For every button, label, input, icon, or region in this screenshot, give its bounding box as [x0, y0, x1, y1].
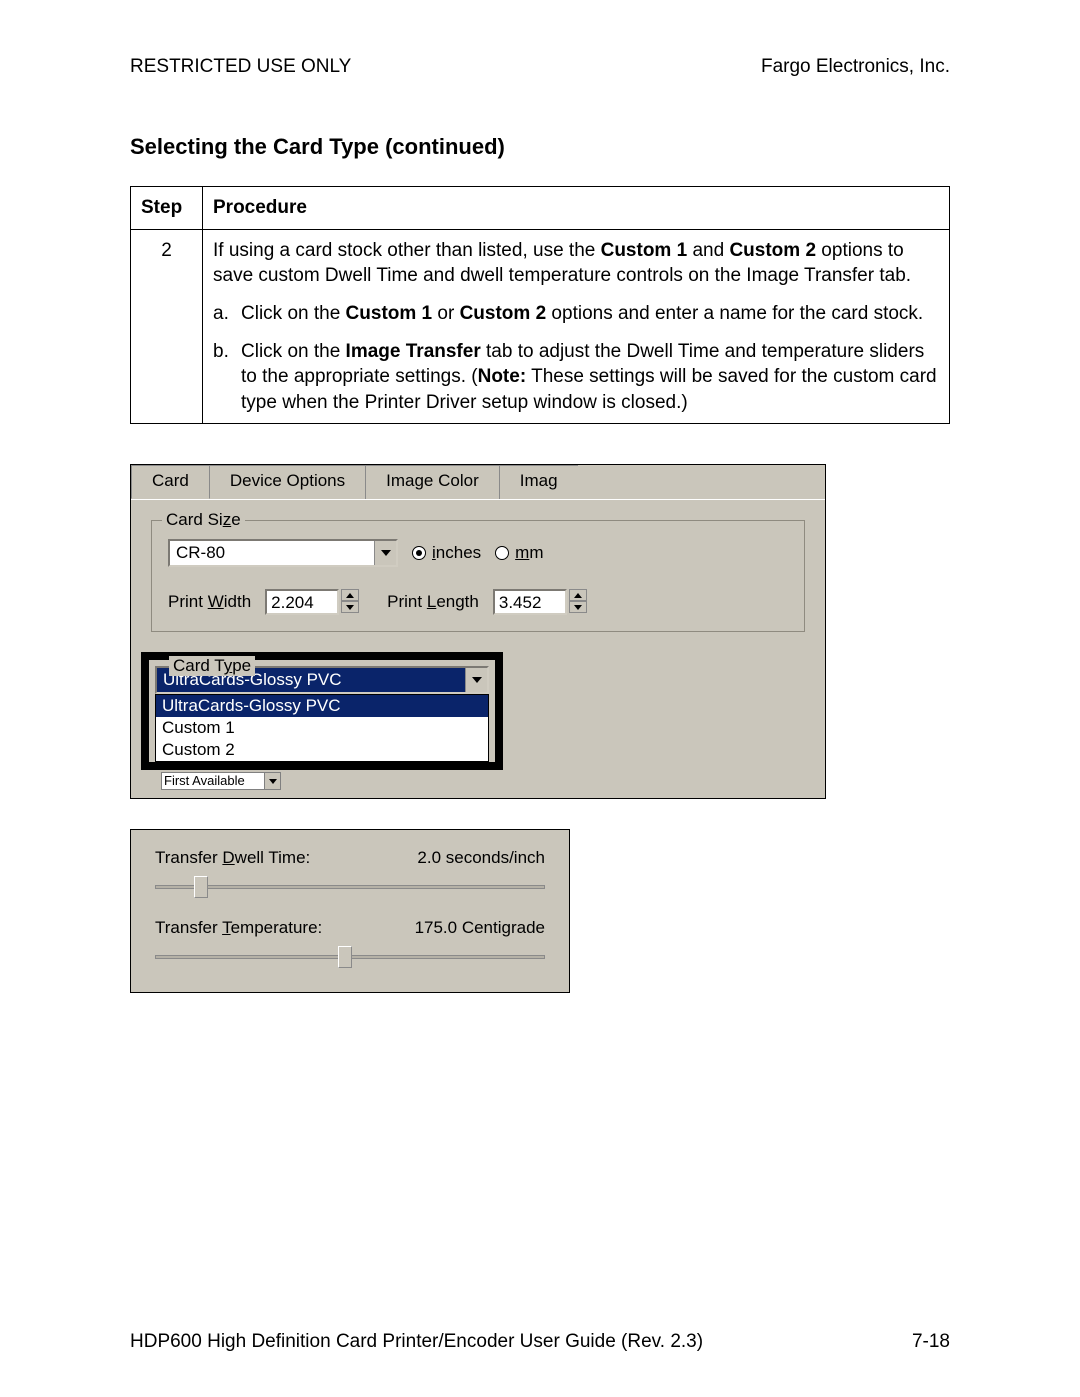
print-length-label: Print Length: [387, 592, 479, 612]
screenshot-card-tab: Card Device Options Image Color Imag Car…: [130, 464, 826, 799]
chevron-down-icon[interactable]: [374, 541, 396, 565]
dwell-time-label: Transfer Dwell Time:: [155, 848, 310, 868]
procedure-table: Step Procedure 2 If using a card stock o…: [130, 186, 950, 424]
radio-inches[interactable]: inches: [412, 543, 481, 563]
procedure-cell: If using a card stock other than listed,…: [203, 229, 950, 424]
temperature-slider[interactable]: [155, 944, 545, 970]
slider-thumb[interactable]: [338, 946, 352, 968]
footer-left: HDP600 High Definition Card Printer/Enco…: [130, 1331, 703, 1353]
dwell-time-value: 2.0 seconds/inch: [417, 848, 545, 868]
card-type-dropdown[interactable]: UltraCards-Glossy PVC Custom 1 Custom 2: [155, 694, 489, 762]
print-width-label: Print Width: [168, 592, 251, 612]
option-custom1[interactable]: Custom 1: [156, 717, 488, 739]
spin-up-icon[interactable]: [569, 589, 587, 601]
spin-up-icon[interactable]: [341, 589, 359, 601]
tab-image-color[interactable]: Image Color: [365, 465, 500, 499]
card-size-legend: Card Size: [162, 510, 245, 530]
card-type-highlight: Card Type UltraCards-Glossy PVC UltraCar…: [151, 652, 805, 790]
tab-image-cut[interactable]: Imag: [499, 465, 578, 499]
slider-thumb[interactable]: [194, 876, 208, 898]
step-b: b. Click on the Image Transfer tab to ad…: [213, 339, 939, 416]
print-length-spinner[interactable]: 3.452: [493, 589, 587, 615]
step-a: a. Click on the Custom 1 or Custom 2 opt…: [213, 301, 939, 327]
print-width-spinner[interactable]: 2.204: [265, 589, 359, 615]
dwell-time-slider[interactable]: [155, 874, 545, 900]
footer-right: 7-18: [912, 1331, 950, 1353]
section-heading: Selecting the Card Type (continued): [130, 134, 950, 160]
option-custom2[interactable]: Custom 2: [156, 739, 488, 761]
spin-down-icon[interactable]: [569, 601, 587, 613]
intro-text: If using a card stock other than listed,…: [213, 238, 939, 289]
radio-mm[interactable]: mm: [495, 543, 543, 563]
chevron-down-icon[interactable]: [465, 668, 487, 692]
temperature-value: 175.0 Centigrade: [415, 918, 545, 938]
col-procedure: Procedure: [203, 187, 950, 230]
card-type-legend: Card Type: [169, 656, 255, 676]
card-size-group: Card Size CR-80 inches mm: [151, 520, 805, 632]
tab-card[interactable]: Card: [131, 465, 210, 499]
screenshot-transfer-sliders: Transfer Dwell Time: 2.0 seconds/inch Tr…: [130, 829, 570, 993]
header-right: Fargo Electronics, Inc.: [761, 56, 950, 78]
chevron-down-icon[interactable]: [264, 773, 280, 789]
card-size-combo[interactable]: CR-80: [168, 539, 398, 567]
tab-device-options[interactable]: Device Options: [209, 465, 366, 499]
temperature-label: Transfer Temperature:: [155, 918, 322, 938]
step-number: 2: [131, 229, 203, 424]
spin-down-icon[interactable]: [341, 601, 359, 613]
option-ultracards[interactable]: UltraCards-Glossy PVC: [156, 695, 488, 717]
hopper-combo[interactable]: First Available: [161, 772, 281, 790]
header-left: RESTRICTED USE ONLY: [130, 56, 351, 78]
col-step: Step: [131, 187, 203, 230]
